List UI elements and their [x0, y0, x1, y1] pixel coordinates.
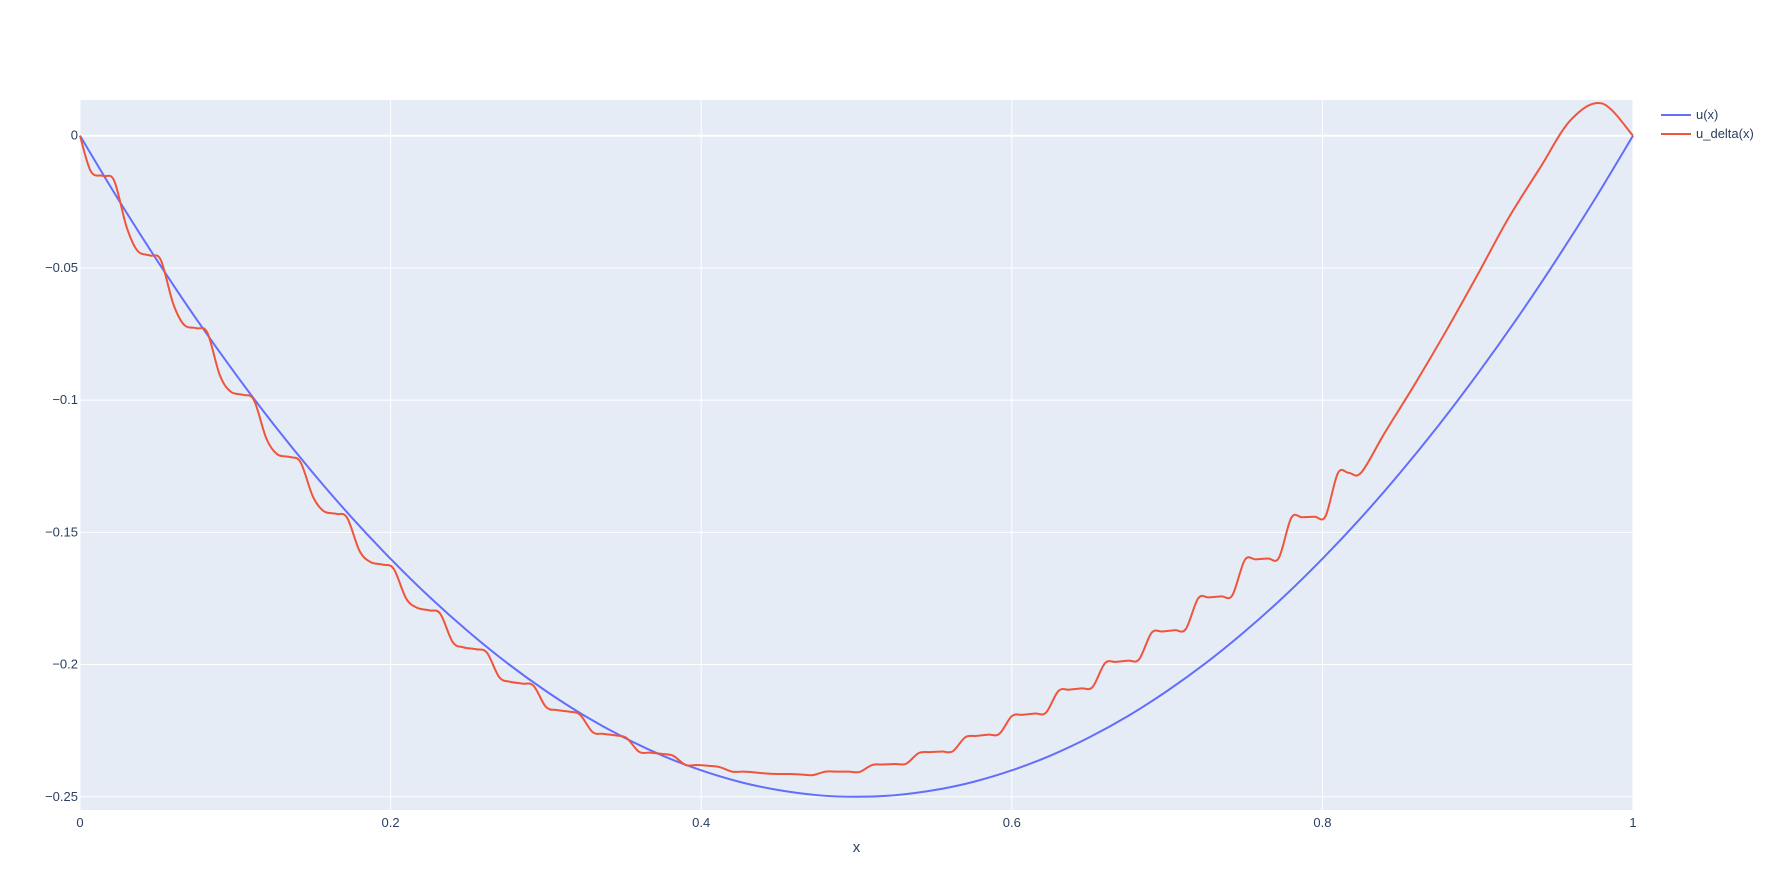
y-tick-label: −0.05 [45, 260, 78, 275]
series-lines [79, 101, 1634, 798]
x-tick-label: 0.6 [1003, 815, 1021, 830]
x-tick-label: 0.2 [382, 815, 400, 830]
y-tick-label: −0.25 [45, 789, 78, 804]
y-tick-label: −0.15 [45, 524, 78, 539]
x-tick-label: 0.8 [1313, 815, 1331, 830]
series-line-u-delta [79, 101, 1634, 777]
series-line-u [79, 135, 1634, 798]
legend-label: u(x) [1696, 107, 1718, 122]
grid-lines [79, 100, 1634, 810]
plot-background [80, 100, 1633, 810]
x-tick-label: 0 [76, 815, 83, 830]
y-tick-label: −0.2 [52, 657, 78, 672]
legend[interactable]: u(x) u_delta(x) [1661, 107, 1754, 141]
x-tick-label: 1 [1629, 815, 1636, 830]
y-tick-labels: 0 −0.05 −0.1 −0.15 −0.2 −0.25 [45, 128, 78, 804]
x-axis-title: x [853, 839, 861, 856]
x-tick-labels: 0 0.2 0.4 0.6 0.8 1 [76, 815, 1636, 830]
x-tick-label: 0.4 [692, 815, 710, 830]
legend-item-u-delta[interactable]: u_delta(x) [1661, 126, 1754, 141]
y-tick-label: 0 [71, 128, 78, 143]
legend-label: u_delta(x) [1696, 126, 1754, 141]
y-tick-label: −0.1 [52, 392, 78, 407]
legend-item-u[interactable]: u(x) [1661, 107, 1718, 122]
